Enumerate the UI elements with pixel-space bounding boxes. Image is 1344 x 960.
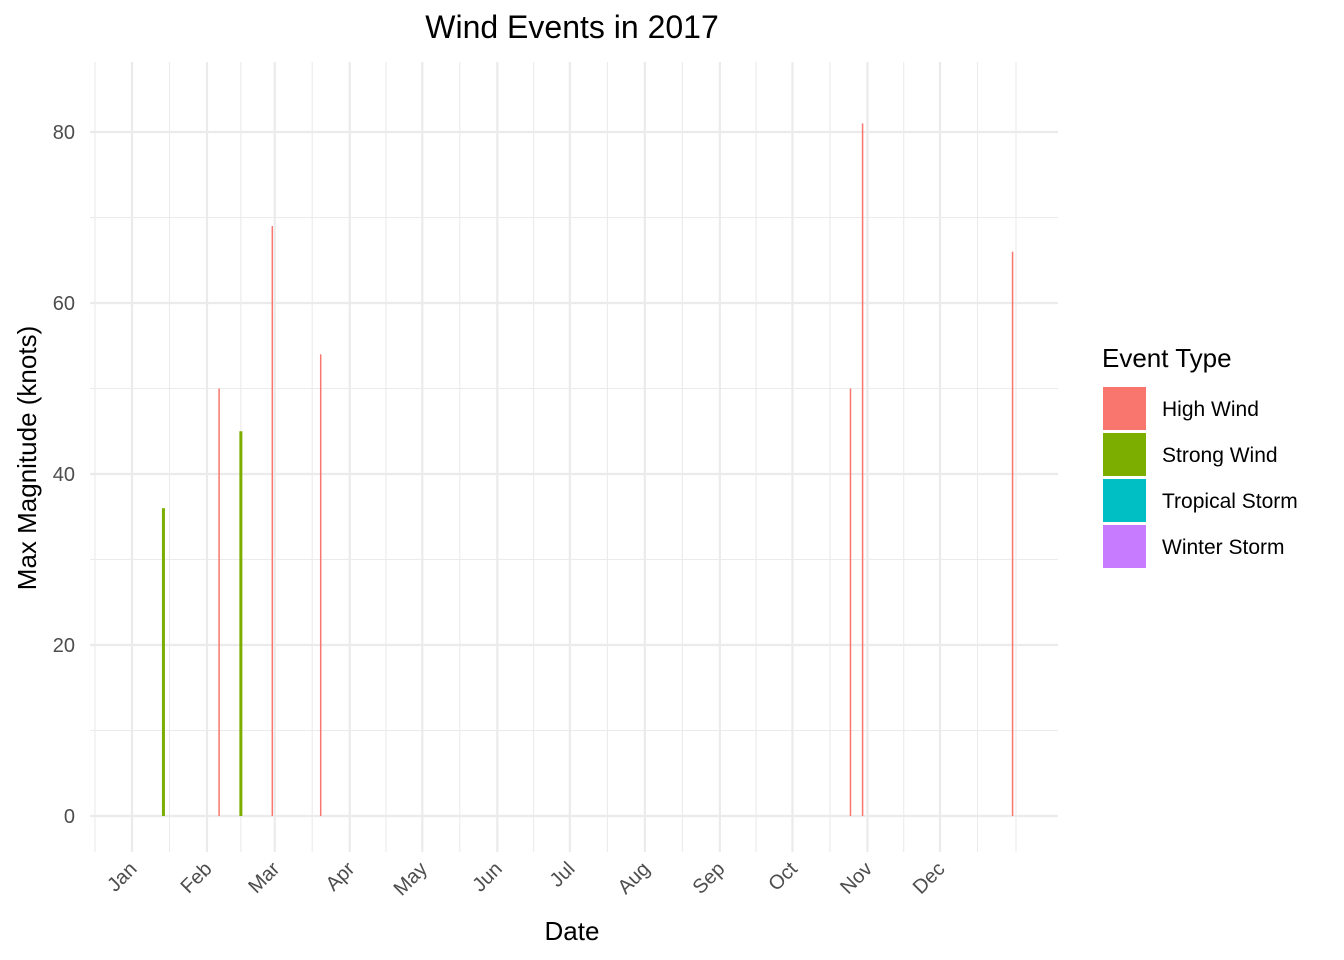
x-tick-label: Jan [103,858,141,896]
bar-strong-wind [239,431,243,816]
legend-label: High Wind [1162,398,1259,421]
x-tick-label: Nov [836,858,877,899]
legend-key-winter-storm [1103,525,1146,568]
legend: Event Type High Wind Strong Wind Tropical … [1102,343,1298,568]
bar-high-wind [271,226,274,817]
bar-strong-wind [161,508,165,816]
x-tick-label: Jul [546,858,580,892]
x-tick-label: Oct [764,858,802,896]
bar-high-wind [218,388,220,816]
bar-high-wind [861,123,864,816]
chart-title: Wind Events in 2017 [425,9,719,45]
x-axis-title: Date [545,916,600,946]
x-axis-tick-labels: Jan Feb Mar Apr May Jun Jul Aug Sep Oct Nov Dec [103,858,949,901]
y-tick-label: 40 [53,464,75,486]
y-axis-tick-labels: 0 20 40 60 80 [53,122,75,828]
bar-high-wind [849,388,852,816]
bars [161,123,1014,817]
x-tick-label: Sep [689,858,730,899]
y-tick-label: 20 [53,635,75,657]
bar-high-wind [1011,251,1014,816]
grid-lines [90,62,1058,852]
x-tick-label: May [390,858,432,900]
y-tick-label: 0 [64,806,75,828]
y-tick-label: 60 [53,293,75,315]
y-axis-title: Max Magnitude (knots) [12,326,42,590]
legend-label: Tropical Storm [1162,490,1298,513]
legend-key-strong-wind [1103,433,1146,476]
y-tick-label: 80 [53,122,75,144]
x-tick-label: Feb [177,858,217,898]
x-tick-label: Aug [614,858,655,899]
legend-key-high-wind [1103,387,1146,430]
legend-label: Winter Storm [1162,536,1285,559]
x-tick-label: Jun [468,858,506,896]
legend-label: Strong Wind [1162,444,1278,467]
bar-high-wind [319,354,322,816]
x-tick-label: Mar [244,858,284,898]
legend-key-tropical-storm [1103,479,1146,522]
x-tick-label: Apr [322,858,360,896]
legend-title: Event Type [1102,343,1232,373]
x-tick-label: Dec [909,858,950,899]
